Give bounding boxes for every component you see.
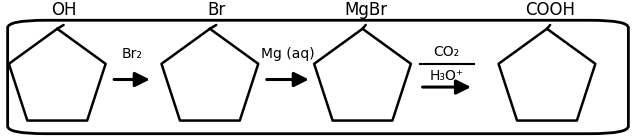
FancyBboxPatch shape xyxy=(8,20,628,134)
Text: Br₂: Br₂ xyxy=(121,47,142,61)
Text: Mg (aq): Mg (aq) xyxy=(261,47,315,61)
Text: COOH: COOH xyxy=(525,1,575,19)
Text: Br: Br xyxy=(207,1,225,19)
Text: CO₂: CO₂ xyxy=(434,45,460,59)
Text: MgBr: MgBr xyxy=(344,1,387,19)
Text: H₃O⁺: H₃O⁺ xyxy=(430,69,464,83)
Text: OH: OH xyxy=(51,1,76,19)
